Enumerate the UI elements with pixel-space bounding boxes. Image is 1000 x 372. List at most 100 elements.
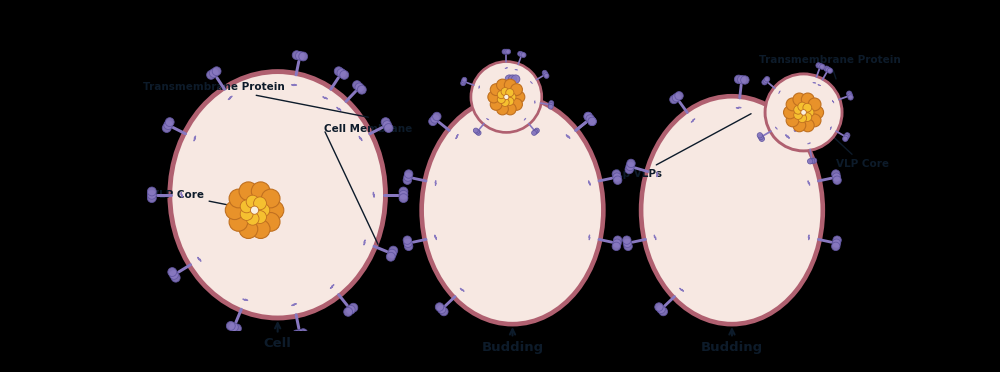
- Circle shape: [504, 49, 509, 54]
- Circle shape: [784, 106, 796, 119]
- Text: Budding: Budding: [701, 329, 763, 354]
- Circle shape: [818, 63, 823, 69]
- Circle shape: [832, 239, 841, 247]
- Circle shape: [433, 112, 441, 121]
- Circle shape: [508, 93, 516, 101]
- Circle shape: [504, 103, 516, 115]
- Circle shape: [827, 68, 833, 73]
- Text: Cell: Cell: [264, 323, 292, 350]
- Circle shape: [403, 176, 412, 185]
- Circle shape: [431, 115, 439, 123]
- Circle shape: [399, 194, 408, 202]
- Circle shape: [803, 112, 812, 121]
- Circle shape: [816, 63, 821, 68]
- Circle shape: [734, 75, 743, 84]
- Circle shape: [147, 187, 156, 196]
- Ellipse shape: [641, 96, 823, 324]
- Circle shape: [532, 131, 537, 135]
- Circle shape: [229, 212, 248, 231]
- Circle shape: [762, 80, 767, 85]
- Circle shape: [476, 131, 481, 135]
- Circle shape: [548, 104, 553, 109]
- Circle shape: [832, 173, 841, 181]
- Circle shape: [404, 239, 412, 247]
- Circle shape: [794, 110, 803, 119]
- Circle shape: [504, 94, 509, 100]
- Circle shape: [488, 91, 500, 103]
- Circle shape: [246, 195, 259, 208]
- Circle shape: [257, 204, 270, 217]
- Circle shape: [809, 158, 815, 164]
- Circle shape: [807, 117, 816, 126]
- Circle shape: [613, 236, 622, 244]
- Circle shape: [162, 124, 171, 132]
- Circle shape: [672, 93, 681, 102]
- Circle shape: [490, 84, 502, 96]
- Circle shape: [239, 182, 258, 201]
- Circle shape: [588, 117, 596, 126]
- Circle shape: [623, 236, 631, 244]
- Circle shape: [794, 105, 803, 114]
- Circle shape: [801, 93, 814, 106]
- Circle shape: [506, 89, 514, 97]
- Text: Transmembrane Protein: Transmembrane Protein: [759, 55, 901, 79]
- Circle shape: [226, 321, 235, 330]
- Circle shape: [147, 190, 156, 199]
- Circle shape: [229, 189, 248, 208]
- Circle shape: [399, 187, 408, 196]
- Circle shape: [212, 67, 221, 76]
- Circle shape: [845, 133, 850, 138]
- Circle shape: [612, 242, 621, 251]
- Circle shape: [404, 242, 413, 251]
- Circle shape: [299, 329, 308, 337]
- Circle shape: [807, 117, 816, 126]
- Circle shape: [164, 121, 173, 129]
- Circle shape: [613, 173, 621, 181]
- Circle shape: [440, 307, 448, 316]
- Circle shape: [808, 98, 821, 111]
- Circle shape: [165, 118, 174, 126]
- Circle shape: [820, 64, 825, 70]
- Circle shape: [793, 119, 806, 132]
- Circle shape: [670, 95, 678, 104]
- Circle shape: [759, 136, 765, 141]
- Circle shape: [519, 52, 524, 57]
- Circle shape: [824, 66, 829, 71]
- Circle shape: [168, 267, 177, 276]
- Circle shape: [793, 93, 806, 106]
- Circle shape: [461, 79, 466, 84]
- Circle shape: [803, 113, 812, 122]
- Circle shape: [232, 324, 241, 333]
- Circle shape: [758, 134, 764, 140]
- Circle shape: [586, 115, 594, 123]
- Circle shape: [265, 201, 284, 219]
- Circle shape: [549, 101, 554, 106]
- Ellipse shape: [765, 74, 842, 151]
- Circle shape: [381, 118, 390, 126]
- Circle shape: [518, 51, 523, 56]
- Circle shape: [506, 97, 514, 105]
- Circle shape: [261, 189, 280, 208]
- Text: Lp VLPs: Lp VLPs: [616, 114, 751, 179]
- Text: Transmembrane Protein: Transmembrane Protein: [143, 82, 368, 117]
- Circle shape: [843, 136, 848, 141]
- Circle shape: [295, 329, 304, 338]
- Circle shape: [542, 70, 547, 75]
- Text: VLP Core: VLP Core: [813, 118, 889, 169]
- Circle shape: [659, 307, 668, 316]
- Circle shape: [521, 52, 526, 57]
- Circle shape: [612, 170, 621, 178]
- Circle shape: [490, 99, 502, 110]
- Circle shape: [738, 76, 746, 84]
- Circle shape: [357, 85, 366, 94]
- Circle shape: [623, 239, 632, 247]
- Circle shape: [588, 117, 596, 126]
- Circle shape: [505, 75, 514, 83]
- Circle shape: [808, 114, 821, 127]
- Text: VLP Core: VLP Core: [151, 190, 252, 210]
- Circle shape: [225, 201, 244, 219]
- Circle shape: [626, 162, 634, 171]
- Circle shape: [383, 121, 392, 129]
- Circle shape: [399, 190, 408, 199]
- Circle shape: [549, 102, 553, 107]
